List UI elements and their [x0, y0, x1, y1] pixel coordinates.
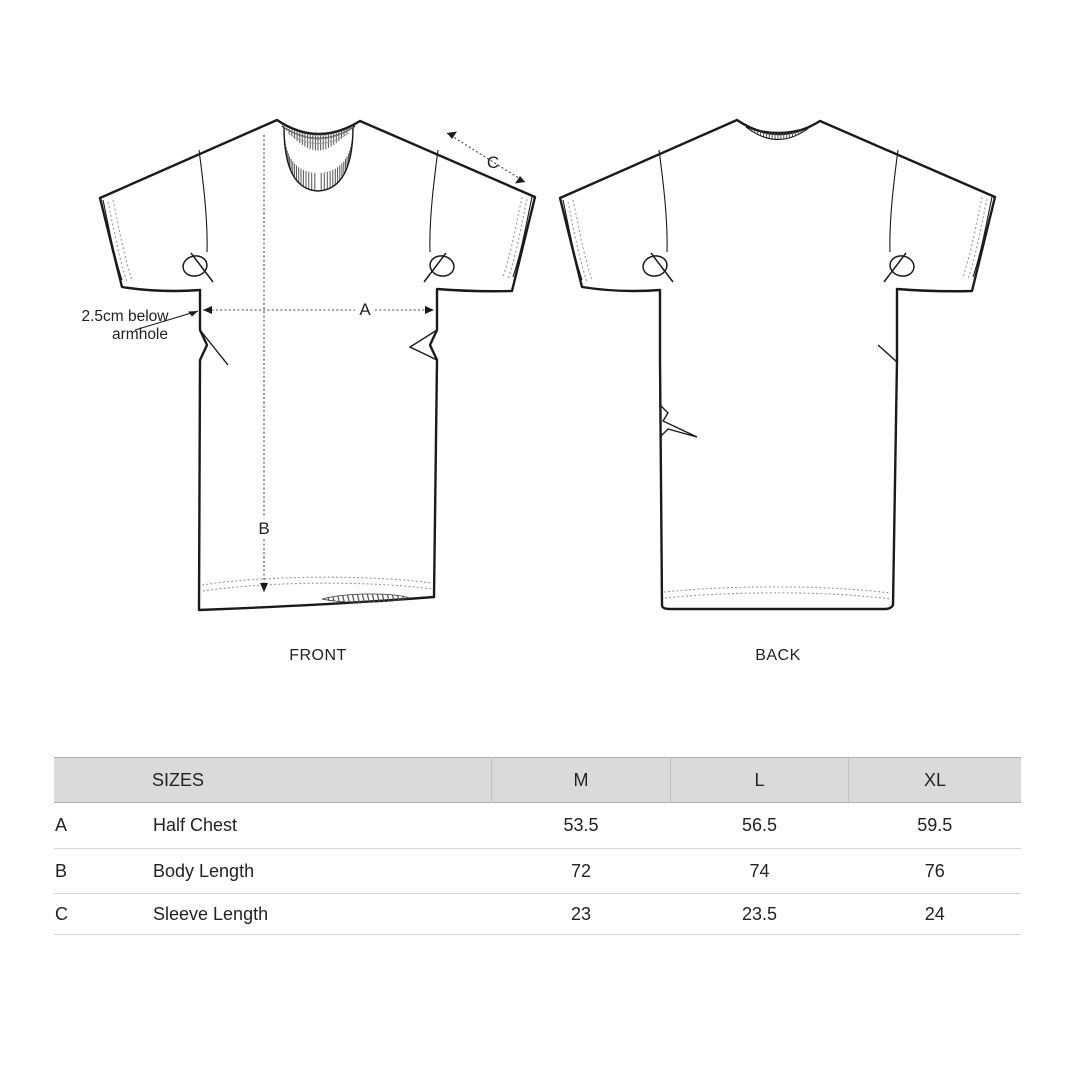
- svg-text:2.5cm below: 2.5cm below: [81, 308, 169, 325]
- svg-text:B: B: [258, 519, 269, 538]
- svg-text:BACK: BACK: [755, 647, 801, 664]
- svg-text:A: A: [359, 300, 371, 319]
- svg-text:C: C: [487, 153, 499, 172]
- svg-text:FRONT: FRONT: [289, 647, 347, 664]
